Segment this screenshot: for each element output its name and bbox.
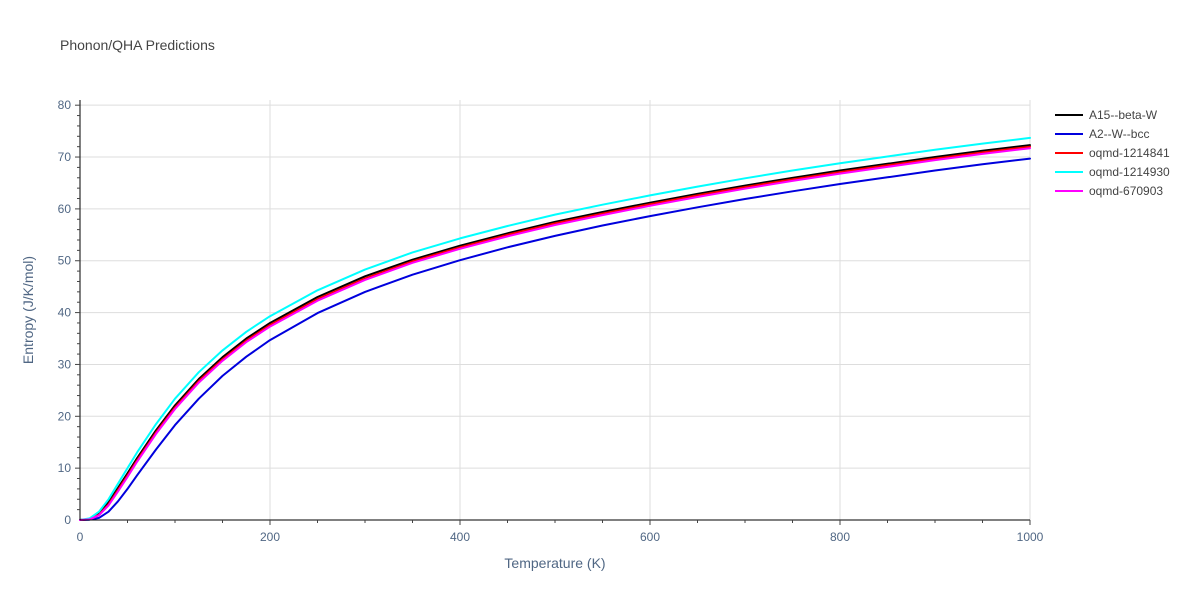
chart-title: Phonon/QHA Predictions (60, 37, 215, 53)
axis-layer: 0 200 400 600 800 1000 0 10 20 30 40 50 60 70 80 (58, 98, 1044, 544)
legend-label: oqmd-670903 (1089, 184, 1163, 198)
series-layer (79, 136, 1031, 521)
x-tick-label: 800 (830, 530, 850, 544)
series-line-oqmd-1214841[interactable] (79, 145, 1031, 521)
legend-label: A2--W--bcc (1089, 127, 1149, 141)
x-axis-title: Temperature (K) (504, 555, 605, 571)
legend-item[interactable]: oqmd-670903 (1055, 184, 1163, 198)
legend-item[interactable]: A15--beta-W (1055, 108, 1158, 122)
y-tick-label: 40 (58, 306, 72, 320)
x-tick-label: 600 (640, 530, 660, 544)
series-line-oqmd-670903[interactable] (79, 147, 1031, 521)
legend-label: A15--beta-W (1089, 108, 1158, 122)
y-tick-label: 0 (64, 513, 71, 527)
x-tick-label: 200 (260, 530, 280, 544)
y-tick-label: 50 (58, 254, 72, 268)
legend-label: oqmd-1214930 (1089, 165, 1170, 179)
y-tick-label: 20 (58, 409, 72, 423)
y-axis-title: Entropy (J/K/mol) (20, 256, 36, 364)
series-line-a2-w-bcc[interactable] (79, 157, 1031, 521)
y-tick-label: 80 (58, 98, 72, 112)
y-tick-label: 30 (58, 357, 72, 371)
y-tick-label: 70 (58, 150, 72, 164)
legend-item[interactable]: oqmd-1214930 (1055, 165, 1170, 179)
legend-label: oqmd-1214841 (1089, 146, 1170, 160)
y-tick-label: 10 (58, 461, 72, 475)
legend-item[interactable]: A2--W--bcc (1055, 127, 1149, 141)
series-line-oqmd-1214930[interactable] (79, 136, 1031, 521)
x-tick-label: 1000 (1017, 530, 1044, 544)
series-line-a15-beta-w[interactable] (79, 144, 1031, 521)
legend-item[interactable]: oqmd-1214841 (1055, 146, 1170, 160)
grid-layer (80, 100, 1031, 520)
x-tick-label: 0 (77, 530, 84, 544)
legend: A15--beta-W A2--W--bcc oqmd-1214841 oqmd-12… (1055, 108, 1170, 198)
x-tick-label: 400 (450, 530, 470, 544)
y-tick-label: 60 (58, 202, 72, 216)
